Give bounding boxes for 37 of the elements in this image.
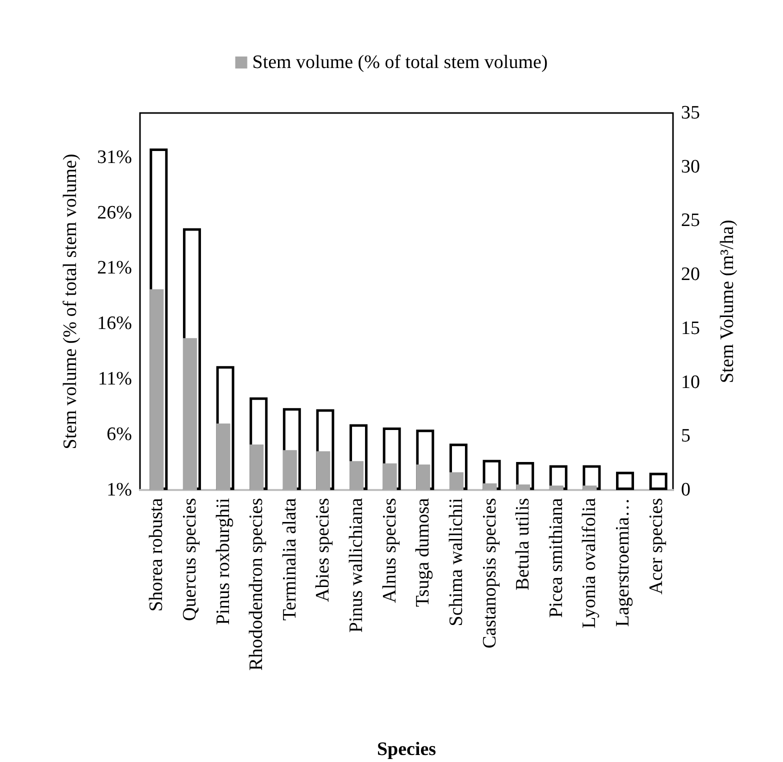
x-tick-label: Terminalia alata xyxy=(279,497,300,621)
y-axis-title: Stem volume (% of total stem volume) xyxy=(60,154,81,450)
x-tick-label: Schima wallichii xyxy=(446,498,467,626)
y2-tick-label: 25 xyxy=(681,210,700,232)
y-tick-label: 21% xyxy=(97,258,132,279)
y2-tick-label: 30 xyxy=(681,156,700,178)
x-tick-label: Abies species xyxy=(312,498,334,602)
y2-tick-label: 5 xyxy=(681,426,690,447)
x-tick-label: Rhododendron species xyxy=(246,498,268,671)
y2-tick-label: 20 xyxy=(681,264,700,286)
y-tick-label: 6% xyxy=(106,424,132,446)
y-tick-label: 26% xyxy=(97,202,132,224)
y-tick-label: 16% xyxy=(97,313,132,334)
y2-tick-label: 0 xyxy=(681,480,690,500)
x-tick-label: Betula utilis xyxy=(512,498,534,590)
bar xyxy=(649,472,668,490)
x-tick-label: Picea smithiana xyxy=(546,497,567,618)
y-tick-label: 31% xyxy=(97,146,132,168)
y-tick-label: 1% xyxy=(106,480,132,500)
x-tick-label: Pinus wallichiana xyxy=(346,497,368,633)
y-tick-label: 11% xyxy=(98,368,132,390)
x-tick-label: Castanopsis species xyxy=(479,498,500,648)
x-axis-title: Species xyxy=(376,739,436,760)
y2-tick-label: 10 xyxy=(681,372,700,393)
x-tick-label: Tsuga dumosa xyxy=(412,497,434,607)
x-tick-label: Lyonia ovalifolia xyxy=(579,497,600,628)
x-tick-label: Shorea robusta xyxy=(146,497,168,612)
x-tick-label: Quercus species xyxy=(179,498,200,621)
y2-axis-title: Stem Volume (m³/ha) xyxy=(717,220,738,384)
x-tick-label: Pinus roxburghii xyxy=(212,498,234,625)
x-tick-label: Lagerstroemia… xyxy=(612,498,634,627)
legend-label: Stem volume (% of total stem volume) xyxy=(252,52,548,73)
y2-tick-label: 35 xyxy=(681,102,700,124)
x-tick-label: Alnus species xyxy=(379,498,400,604)
bar xyxy=(616,472,634,490)
x-tick-label: Acer species xyxy=(646,498,667,595)
y2-tick-label: 15 xyxy=(681,318,700,339)
